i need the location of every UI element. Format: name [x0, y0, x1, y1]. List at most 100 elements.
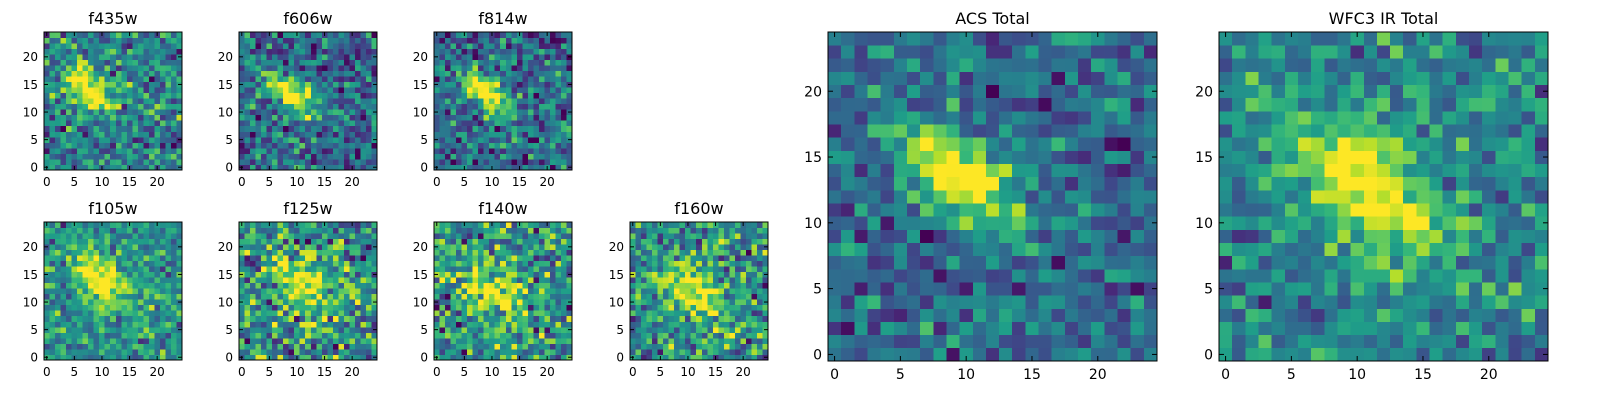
- heatmap-cell: [707, 337, 714, 344]
- heatmap-cell: [745, 354, 752, 361]
- heatmap-cell: [745, 288, 752, 295]
- heatmap-cell: [360, 54, 367, 60]
- heatmap-cell: [1117, 255, 1132, 270]
- heatmap-cell: [327, 109, 334, 116]
- heatmap-cell: [283, 222, 290, 228]
- heatmap-cell: [60, 238, 67, 245]
- heatmap-cell: [566, 310, 573, 317]
- heatmap-cell: [828, 334, 842, 349]
- heatmap-cell: [450, 54, 457, 60]
- heatmap-cell: [60, 158, 67, 165]
- heatmap-cell: [434, 260, 440, 267]
- heatmap-cell: [288, 109, 295, 116]
- heatmap-cell: [288, 136, 295, 143]
- heatmap-cell: [104, 315, 111, 322]
- heatmap-cell: [266, 326, 273, 333]
- heatmap-cell: [972, 163, 987, 178]
- heatmap-cell: [533, 244, 540, 250]
- heatmap-cell: [467, 109, 474, 116]
- heatmap-cell: [718, 354, 725, 361]
- heatmap-cell: [327, 158, 334, 165]
- heatmap-cell: [527, 153, 534, 160]
- heatmap-cell: [288, 343, 295, 350]
- heatmap-cell: [756, 299, 763, 306]
- heatmap-cell: [880, 150, 895, 164]
- heatmap-cell: [154, 70, 161, 77]
- heatmap-cell: [544, 37, 551, 44]
- heatmap-cell: [511, 98, 518, 105]
- heatmap-cell: [310, 65, 317, 72]
- heatmap-cell: [456, 153, 462, 160]
- heatmap-cell: [126, 260, 133, 267]
- heatmap-cell: [439, 282, 446, 289]
- heatmap-cell: [450, 70, 457, 77]
- heatmap-cell: [170, 43, 177, 49]
- heatmap-cell: [250, 266, 256, 273]
- heatmap-cell: [472, 233, 479, 239]
- heatmap-cell: [467, 348, 474, 355]
- heatmap-cell: [972, 229, 987, 243]
- heatmap-cell: [165, 310, 172, 317]
- heatmap-cell: [137, 147, 144, 154]
- heatmap-cell: [1143, 189, 1158, 204]
- heatmap-cell: [272, 142, 279, 149]
- heatmap-cell: [82, 321, 89, 328]
- heatmap-cell: [549, 98, 556, 105]
- heatmap-cell: [60, 70, 67, 77]
- heatmap-cell: [516, 255, 523, 262]
- heatmap-cell: [555, 92, 562, 99]
- heatmap-cell: [49, 54, 56, 60]
- heatmap-cell: [288, 271, 295, 278]
- heatmap-cell: [261, 158, 267, 165]
- heatmap-cell: [283, 354, 290, 361]
- heatmap-cell: [294, 227, 301, 234]
- heatmap-cell: [77, 114, 84, 121]
- heatmap-cell: [121, 92, 128, 99]
- heatmap-cell: [867, 255, 882, 270]
- heatmap-cell: [674, 304, 681, 311]
- heatmap-cell: [88, 337, 95, 344]
- heatmap-cell: [439, 255, 446, 262]
- heatmap-cell: [154, 233, 161, 239]
- heatmap-cell: [255, 103, 262, 110]
- heatmap-cell: [685, 315, 692, 322]
- heatmap-cell: [538, 131, 545, 138]
- heatmap-cell: [310, 304, 317, 311]
- heatmap-cell: [343, 81, 350, 88]
- heatmap-cell: [360, 142, 367, 149]
- heatmap-cell: [60, 233, 67, 239]
- heatmap-cell: [371, 227, 378, 234]
- heatmap-cell: [250, 59, 256, 66]
- heatmap-cell: [143, 288, 150, 295]
- heatmap-cell: [66, 238, 72, 245]
- heatmap-cell: [707, 282, 714, 289]
- heatmap-cell: [751, 299, 758, 306]
- heatmap-cell: [159, 271, 166, 278]
- heatmap-cell: [467, 142, 474, 149]
- heatmap-cell: [494, 315, 501, 322]
- heatmap-cell: [66, 310, 72, 317]
- heatmap-cell: [244, 131, 251, 138]
- heatmap-cell: [66, 293, 72, 300]
- heatmap-cell: [456, 142, 462, 149]
- heatmap-cell: [533, 293, 540, 300]
- y-tick-label: 20: [23, 240, 38, 254]
- heatmap-cell: [1130, 308, 1145, 322]
- heatmap-cell: [893, 295, 908, 309]
- heatmap-cell: [657, 343, 664, 350]
- heatmap-cell: [527, 233, 534, 239]
- heatmap-cell: [635, 227, 642, 234]
- heatmap-cell: [527, 65, 534, 72]
- heatmap-cell: [641, 310, 647, 317]
- heatmap-cell: [685, 227, 692, 234]
- heatmap-cell: [712, 255, 719, 262]
- heatmap-cell: [121, 158, 128, 165]
- heatmap-cell: [641, 222, 647, 228]
- heatmap-cell: [544, 271, 551, 278]
- heatmap-cell: [44, 43, 50, 49]
- heatmap-cell: [137, 87, 144, 94]
- heatmap-cell: [723, 238, 730, 245]
- heatmap-cell: [555, 98, 562, 105]
- heatmap-cell: [867, 334, 882, 349]
